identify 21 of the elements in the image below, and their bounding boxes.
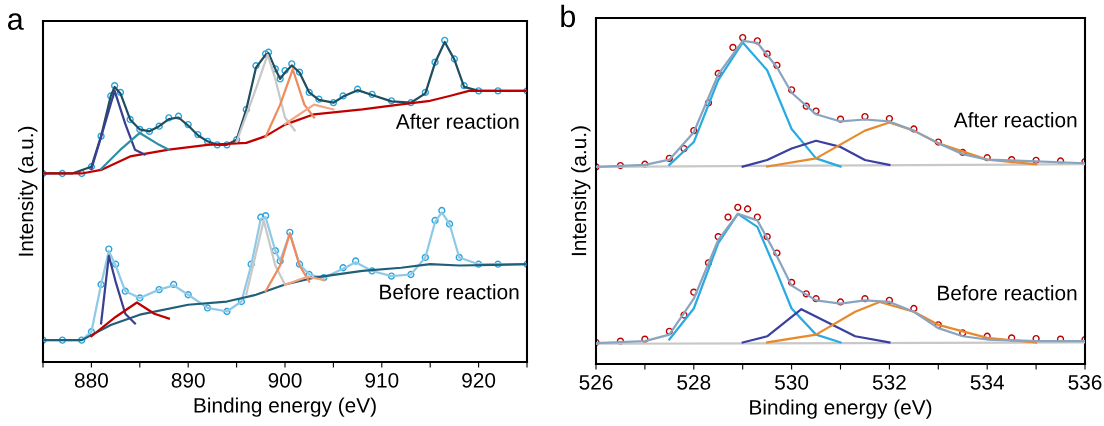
annotation: After reaction xyxy=(395,113,519,129)
y-axis-title: Intensity (a.u.) xyxy=(18,126,38,256)
x-tick-label: 536 xyxy=(1068,374,1102,390)
x-tick-label: 528 xyxy=(677,374,711,390)
x-axis-title: Binding energy (eV) xyxy=(194,397,376,417)
chart-title: a xyxy=(8,13,24,31)
annotation: Before reaction xyxy=(938,285,1077,301)
x-tick-label: 532 xyxy=(872,374,906,390)
y-axis-title: Intensity (a.u.) xyxy=(571,126,591,256)
chart-title: b xyxy=(561,4,576,28)
x-tick-label: 526 xyxy=(579,374,613,390)
annotation: After reaction xyxy=(953,112,1077,128)
x-tick-label: 900 xyxy=(268,372,302,388)
x-tick-label: 890 xyxy=(171,372,205,388)
x-axis-title: Binding energy (eV) xyxy=(750,399,932,419)
annotation: Before reaction xyxy=(380,284,519,300)
x-tick-label: 880 xyxy=(74,372,108,388)
x-tick-label: 910 xyxy=(365,372,399,388)
x-tick-label: 534 xyxy=(970,374,1004,390)
x-tick-label: 920 xyxy=(462,372,496,388)
x-tick-label: 530 xyxy=(775,374,809,390)
